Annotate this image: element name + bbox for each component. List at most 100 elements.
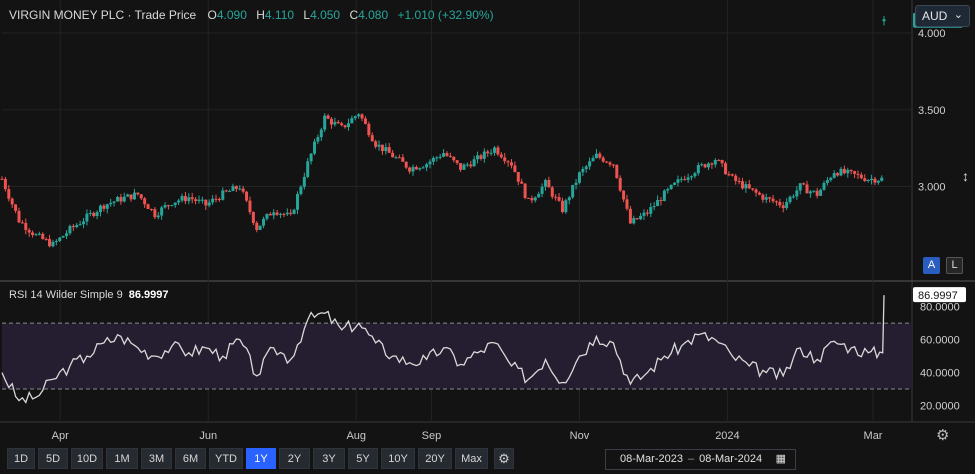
candle-body bbox=[228, 190, 232, 192]
range-button-ytd[interactable]: YTD bbox=[209, 448, 243, 469]
candle-body bbox=[482, 151, 486, 159]
candle-body bbox=[109, 202, 113, 205]
candle-body bbox=[856, 173, 860, 175]
candle-body bbox=[27, 229, 31, 233]
candle-body bbox=[435, 157, 439, 159]
date-range-picker[interactable]: 08-Mar-2023–08-Mar-2024 ▦ bbox=[605, 449, 796, 470]
candle-body bbox=[190, 197, 194, 200]
candle-body bbox=[516, 172, 520, 182]
candle-body bbox=[822, 182, 826, 190]
candle-body bbox=[754, 189, 758, 193]
auto-scale-button[interactable]: A bbox=[923, 257, 940, 274]
candle-body bbox=[567, 197, 571, 201]
rsi-tick-label: 40.0000 bbox=[920, 368, 960, 380]
chevron-down-icon: ⌄ bbox=[953, 9, 963, 21]
candle-body bbox=[234, 186, 238, 189]
candle-body bbox=[421, 167, 425, 169]
candle-body bbox=[479, 155, 483, 159]
candle-body bbox=[526, 197, 530, 199]
candle-body bbox=[486, 151, 490, 154]
candle-body bbox=[363, 118, 367, 124]
candle-body bbox=[866, 180, 870, 182]
candle-body bbox=[279, 213, 283, 215]
candle-body bbox=[268, 213, 272, 216]
candle-body bbox=[44, 239, 48, 241]
candle-body bbox=[105, 204, 109, 209]
candle-body bbox=[312, 141, 316, 154]
settings-gear-icon[interactable]: ⚙ bbox=[936, 427, 950, 444]
candle-body bbox=[85, 213, 89, 222]
candle-body bbox=[812, 190, 816, 192]
close-label: C bbox=[349, 8, 359, 22]
range-settings-icon[interactable]: ⚙ bbox=[494, 448, 514, 469]
range-button-1y[interactable]: 1Y bbox=[246, 448, 276, 469]
candle-body bbox=[710, 163, 714, 165]
candle-body bbox=[285, 212, 289, 215]
candle-body bbox=[24, 222, 28, 230]
candle-body bbox=[326, 115, 330, 119]
candle-body bbox=[805, 184, 809, 194]
candle-body bbox=[798, 183, 802, 191]
candle-body bbox=[336, 121, 340, 124]
low-value: 4.050 bbox=[310, 8, 341, 22]
rsi-current-value: 86.9997 bbox=[128, 289, 169, 301]
candle-body bbox=[448, 155, 452, 157]
time-axis-label: Apr bbox=[52, 430, 69, 442]
range-button-3y[interactable]: 3Y bbox=[313, 448, 345, 469]
candle-body bbox=[734, 175, 738, 181]
candle-body bbox=[825, 180, 829, 183]
candle-body bbox=[309, 153, 313, 162]
candle-body bbox=[537, 193, 541, 198]
candle-body bbox=[662, 190, 666, 202]
price-tick-label: 4.000 bbox=[918, 28, 946, 40]
candle-body bbox=[156, 215, 160, 218]
candle-body bbox=[54, 241, 58, 243]
range-button-2y[interactable]: 2Y bbox=[279, 448, 310, 469]
candle-body bbox=[652, 206, 656, 208]
range-button-10d[interactable]: 10D bbox=[71, 448, 103, 469]
candle-body bbox=[737, 180, 741, 182]
candle-body bbox=[513, 165, 517, 173]
range-button-6m[interactable]: 6M bbox=[175, 448, 206, 469]
candle-body bbox=[272, 212, 276, 216]
candle-body bbox=[700, 164, 704, 166]
candle-body bbox=[241, 188, 245, 192]
log-scale-button[interactable]: L bbox=[946, 257, 963, 274]
candle-body bbox=[143, 198, 147, 205]
candle-body bbox=[768, 197, 772, 199]
candle-body bbox=[455, 160, 459, 164]
candle-body bbox=[540, 186, 544, 194]
range-button-10y[interactable]: 10Y bbox=[381, 448, 415, 469]
range-button-5y[interactable]: 5Y bbox=[348, 448, 378, 469]
range-button-20y[interactable]: 20Y bbox=[418, 448, 452, 469]
resize-vertical-icon[interactable]: ↕ bbox=[962, 168, 969, 184]
candle-body bbox=[591, 158, 595, 162]
high-label: H bbox=[256, 8, 265, 22]
candle-body bbox=[306, 161, 310, 177]
candle-body bbox=[353, 116, 357, 119]
range-button-1d[interactable]: 1D bbox=[7, 448, 35, 469]
candle-body bbox=[808, 191, 812, 194]
currency-select[interactable]: AUD ⌄ bbox=[915, 5, 970, 27]
candle-body bbox=[618, 177, 622, 191]
candle-body bbox=[14, 204, 18, 211]
candle-body bbox=[489, 152, 493, 154]
candle-body bbox=[397, 157, 401, 159]
range-button-max[interactable]: Max bbox=[455, 448, 488, 469]
range-button-5d[interactable]: 5D bbox=[38, 448, 68, 469]
candle-body bbox=[333, 121, 337, 125]
candle-body bbox=[465, 164, 469, 166]
candle-body bbox=[673, 182, 677, 185]
candle-body bbox=[506, 161, 510, 163]
candle-body bbox=[836, 173, 840, 176]
range-button-1m[interactable]: 1M bbox=[106, 448, 138, 469]
candle-body bbox=[207, 202, 211, 206]
candle-body bbox=[380, 144, 384, 152]
candle-body bbox=[788, 196, 792, 203]
candle-body bbox=[472, 159, 476, 167]
candle-body bbox=[577, 172, 581, 183]
candle-body bbox=[99, 205, 103, 213]
candle-body bbox=[628, 208, 632, 224]
range-button-3m[interactable]: 3M bbox=[141, 448, 172, 469]
